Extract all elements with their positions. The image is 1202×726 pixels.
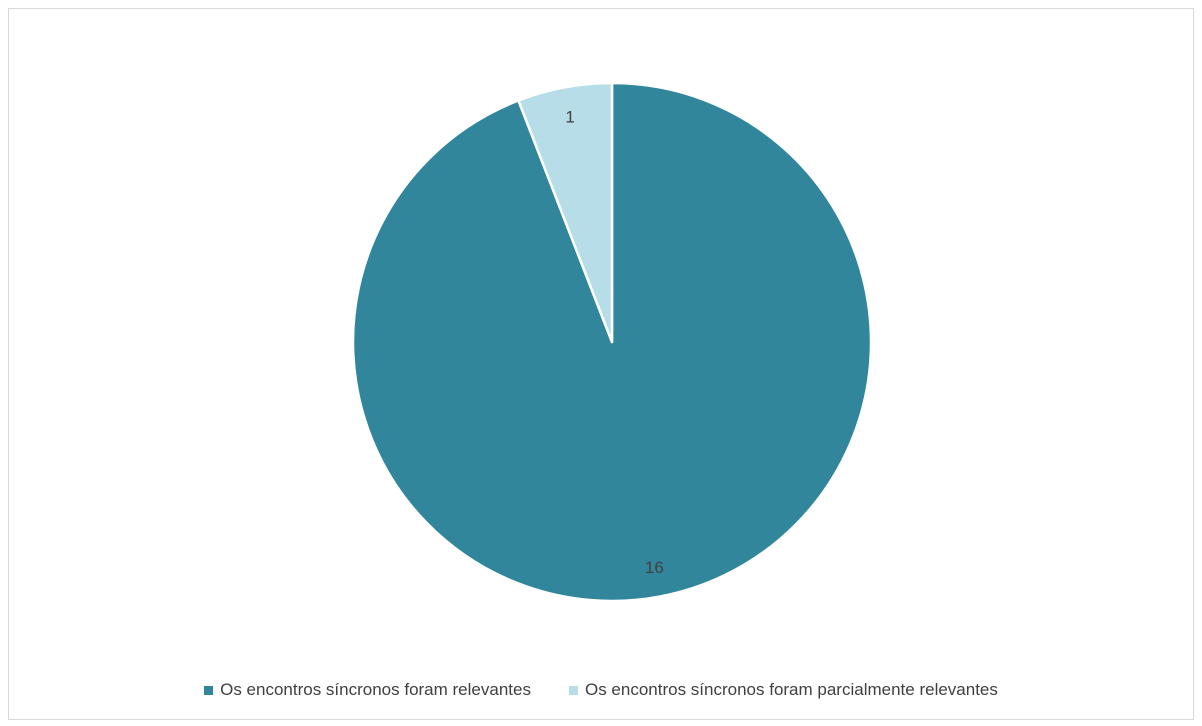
legend-label-parcialmente-relevantes: Os encontros síncronos foram parcialment… <box>584 680 998 699</box>
pie-slice-parcialmente-relevantes <box>517 81 614 344</box>
legend-item-parcialmente-relevantes: Os encontros síncronos foram parcialment… <box>568 680 998 700</box>
legend-swatch-relevantes <box>204 685 214 695</box>
legend-label-relevantes: Os encontros síncronos foram relevantes <box>220 680 531 699</box>
legend-swatch-parcialmente-relevantes <box>568 685 578 695</box>
legend-item-relevantes: Os encontros síncronos foram relevantes <box>204 680 531 700</box>
data-label-relevantes: 16 <box>645 558 664 577</box>
legend: Os encontros síncronos foram relevantes … <box>0 680 1202 700</box>
data-label-parcialmente-relevantes: 1 <box>565 107 574 126</box>
